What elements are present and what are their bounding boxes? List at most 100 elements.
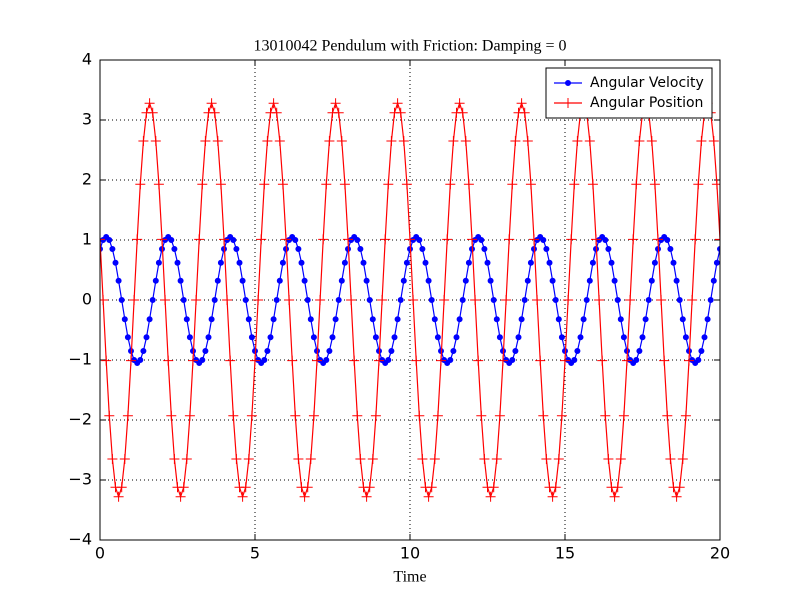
point-marker [453, 334, 460, 341]
point-marker [584, 136, 595, 146]
point-marker [242, 297, 249, 303]
point-marker [535, 355, 546, 366]
point-marker [519, 107, 530, 118]
point-marker [104, 410, 115, 421]
point-marker [208, 316, 215, 323]
point-marker [646, 136, 657, 146]
point-marker [512, 348, 519, 354]
point-marker [240, 482, 251, 493]
point-marker [401, 179, 412, 190]
point-marker [250, 355, 260, 366]
point-marker [217, 259, 224, 266]
point-marker [385, 357, 392, 363]
point-marker [186, 334, 193, 341]
point-marker [457, 107, 468, 118]
point-marker [450, 348, 457, 354]
point-marker [135, 179, 146, 190]
y-tick-label: −4 [68, 530, 92, 549]
point-marker [558, 334, 565, 341]
point-marker [397, 297, 404, 303]
point-marker [369, 316, 376, 323]
point-marker [341, 259, 348, 266]
point-marker [462, 277, 469, 284]
point-marker [608, 259, 615, 266]
point-marker [448, 136, 459, 146]
point-marker [107, 454, 118, 464]
point-marker [349, 355, 360, 366]
point-marker [507, 179, 518, 190]
x-tick-label: 15 [555, 544, 575, 563]
point-marker [436, 355, 446, 366]
point-marker [363, 277, 370, 284]
point-marker [597, 355, 608, 366]
y-tick-label: −3 [68, 470, 92, 489]
point-marker [149, 297, 156, 303]
y-tick-label: 4 [82, 50, 92, 69]
point-marker [463, 179, 474, 190]
point-marker [717, 246, 720, 252]
point-marker [414, 410, 425, 421]
point-marker [684, 355, 694, 366]
point-marker [339, 179, 350, 190]
point-marker [609, 491, 620, 502]
point-marker [152, 277, 159, 284]
point-marker [268, 98, 279, 109]
point-marker [493, 316, 500, 323]
point-marker [116, 482, 127, 493]
point-marker [642, 316, 649, 323]
point-marker [343, 234, 353, 245]
point-marker [583, 297, 590, 303]
point-marker [274, 136, 285, 146]
point-marker [202, 348, 209, 354]
point-marker [649, 179, 660, 190]
point-marker [180, 297, 187, 303]
point-marker [124, 334, 131, 341]
point-marker [572, 136, 583, 146]
point-marker [417, 454, 428, 464]
legend-label: Angular Position [590, 95, 703, 111]
point-marker [628, 234, 639, 245]
x-axis-label: Time [393, 569, 426, 586]
point-marker [532, 295, 543, 305]
point-marker [552, 297, 559, 303]
point-marker [687, 295, 698, 305]
point-marker [445, 179, 456, 190]
point-marker [639, 334, 646, 341]
point-marker [366, 297, 373, 303]
point-marker [329, 334, 336, 341]
point-marker [360, 259, 367, 266]
point-marker [253, 295, 264, 305]
point-marker [174, 259, 181, 266]
point-marker [467, 234, 477, 245]
point-marker [147, 107, 158, 118]
point-marker [225, 355, 236, 366]
point-marker [622, 355, 632, 366]
point-marker [129, 295, 140, 305]
point-marker [454, 98, 465, 109]
point-marker [188, 355, 198, 366]
point-marker [571, 357, 578, 363]
point-marker [673, 277, 680, 284]
point-marker [194, 234, 205, 245]
point-marker [290, 410, 301, 421]
point-marker [171, 246, 178, 252]
point-marker [490, 297, 497, 303]
point-marker [422, 259, 429, 266]
point-marker [211, 297, 218, 303]
point-marker [336, 136, 347, 146]
point-marker [603, 454, 614, 464]
point-marker [565, 80, 571, 86]
point-marker [600, 410, 611, 421]
point-marker [456, 316, 463, 323]
point-marker [491, 454, 502, 464]
point-marker [206, 98, 217, 109]
point-marker [617, 316, 624, 323]
point-marker [611, 277, 618, 284]
point-marker [335, 297, 342, 303]
point-marker [184, 410, 195, 421]
point-marker [169, 454, 180, 464]
y-tick-label: −1 [68, 350, 92, 369]
point-marker [355, 454, 366, 464]
point-marker [634, 136, 645, 146]
point-marker [284, 295, 295, 305]
